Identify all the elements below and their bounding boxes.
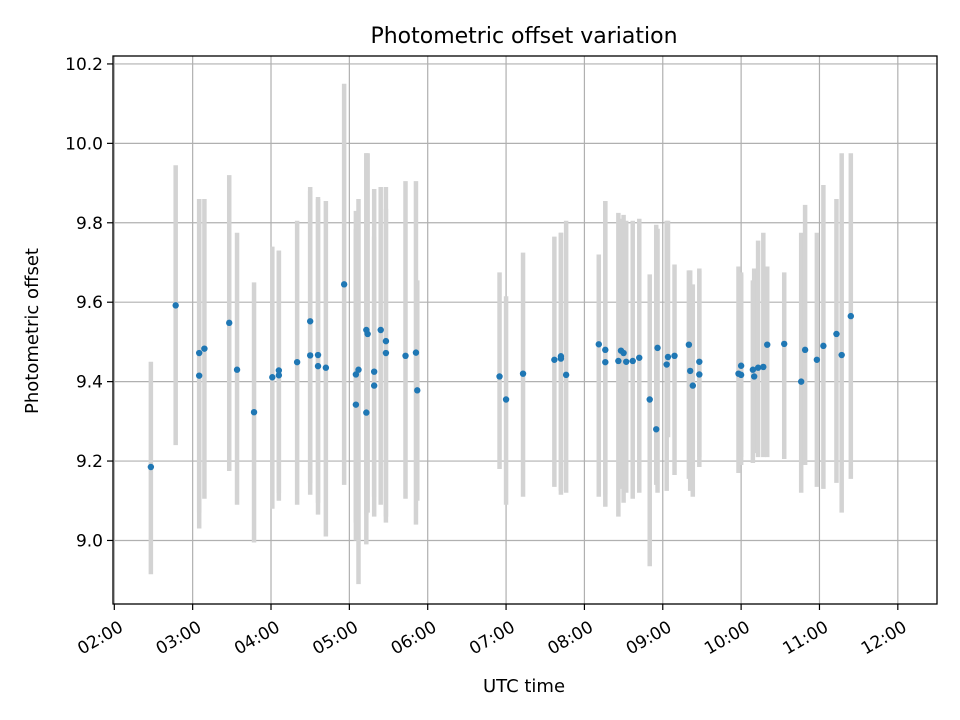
data-point (293, 358, 301, 366)
data-point (382, 337, 390, 345)
data-point (363, 409, 370, 416)
data-point (749, 366, 757, 373)
data-point (195, 372, 203, 379)
data-point (355, 366, 362, 373)
data-point (696, 358, 703, 365)
data-point (352, 371, 360, 378)
data-point (750, 373, 758, 380)
data-point (562, 371, 570, 379)
y-tick-label: 10.2 (65, 55, 103, 75)
data-point (275, 367, 283, 374)
data-point (685, 341, 693, 348)
chart-title: Photometric offset variation (370, 24, 677, 49)
data-point (275, 372, 283, 379)
y-axis-ticks: 9.0 9.2 9.4 9.6 9.8 10.0 10.2 (65, 55, 113, 551)
data-point (653, 426, 660, 433)
data-point (314, 351, 322, 359)
data-point (754, 364, 762, 371)
y-tick-label: 9.0 (76, 531, 103, 551)
x-tick-label: 10:00 (701, 617, 753, 659)
data-point (306, 352, 314, 359)
data-point (414, 387, 421, 394)
data-point (201, 345, 208, 352)
data-point (195, 349, 203, 357)
y-tick-label: 10.0 (65, 134, 103, 154)
data-point (686, 367, 694, 375)
data-point (322, 364, 330, 371)
data-point (801, 346, 809, 354)
data-point (847, 312, 855, 320)
data-point (654, 344, 661, 352)
x-tick-label: 11:00 (780, 617, 832, 659)
data-point (797, 378, 805, 385)
y-tick-label: 9.6 (76, 293, 103, 313)
data-point (551, 356, 558, 363)
data-point (737, 362, 745, 369)
data-point (233, 366, 241, 373)
plot-frame (112, 55, 938, 605)
data-point (833, 330, 840, 338)
y-tick-label: 9.2 (76, 452, 103, 472)
data-point (646, 396, 653, 403)
data-point (663, 361, 670, 368)
data-point (226, 319, 233, 327)
data-point (172, 302, 179, 309)
data-point (370, 368, 378, 375)
data-point (620, 349, 627, 357)
x-tick-label: 08:00 (544, 617, 596, 659)
data-point (629, 357, 636, 365)
x-tick-label: 12:00 (858, 617, 910, 659)
data-point (377, 326, 384, 334)
data-point (615, 357, 622, 365)
x-tick-label: 09:00 (623, 617, 675, 659)
data-point (813, 356, 821, 363)
data-point (314, 362, 322, 370)
data-point (602, 346, 609, 354)
data-point (760, 363, 767, 371)
x-tick-label: 02:00 (74, 617, 126, 659)
x-axis-ticks: 02:00 03:00 04:00 05:00 06:00 07:00 08:00 09:00… (74, 604, 910, 659)
data-point (364, 330, 371, 338)
data-points (147, 281, 855, 471)
x-tick-label: 03:00 (153, 617, 205, 659)
data-point (636, 354, 643, 361)
data-point (664, 353, 672, 361)
data-point (623, 358, 630, 365)
x-tick-label: 06:00 (388, 617, 440, 659)
data-point (764, 341, 771, 348)
x-tick-label: 07:00 (466, 617, 518, 659)
data-point (370, 382, 378, 389)
y-tick-label: 9.8 (76, 214, 103, 234)
data-point (781, 340, 788, 348)
data-point (496, 373, 503, 380)
data-point (269, 374, 276, 381)
data-point (671, 352, 678, 360)
data-point (602, 358, 609, 366)
y-axis-label: Photometric offset (22, 248, 43, 414)
data-point (557, 353, 565, 360)
error-bars (148, 83, 854, 585)
data-point (250, 409, 258, 416)
x-axis-label: UTC time (483, 676, 565, 697)
data-point (820, 342, 827, 350)
data-point (737, 371, 745, 379)
x-tick-label: 04:00 (231, 617, 283, 659)
data-point (689, 382, 697, 389)
data-point (382, 349, 390, 357)
data-point (402, 352, 409, 360)
data-point (412, 349, 420, 356)
data-point (838, 351, 845, 359)
x-tick-label: 05:00 (309, 617, 361, 659)
data-point (352, 401, 360, 408)
data-point (340, 281, 348, 288)
data-point (306, 318, 314, 325)
y-tick-label: 9.4 (76, 373, 103, 393)
data-point (519, 370, 527, 377)
data-point (147, 463, 155, 471)
data-point (502, 396, 510, 403)
data-point (595, 341, 602, 348)
data-point (696, 371, 703, 378)
